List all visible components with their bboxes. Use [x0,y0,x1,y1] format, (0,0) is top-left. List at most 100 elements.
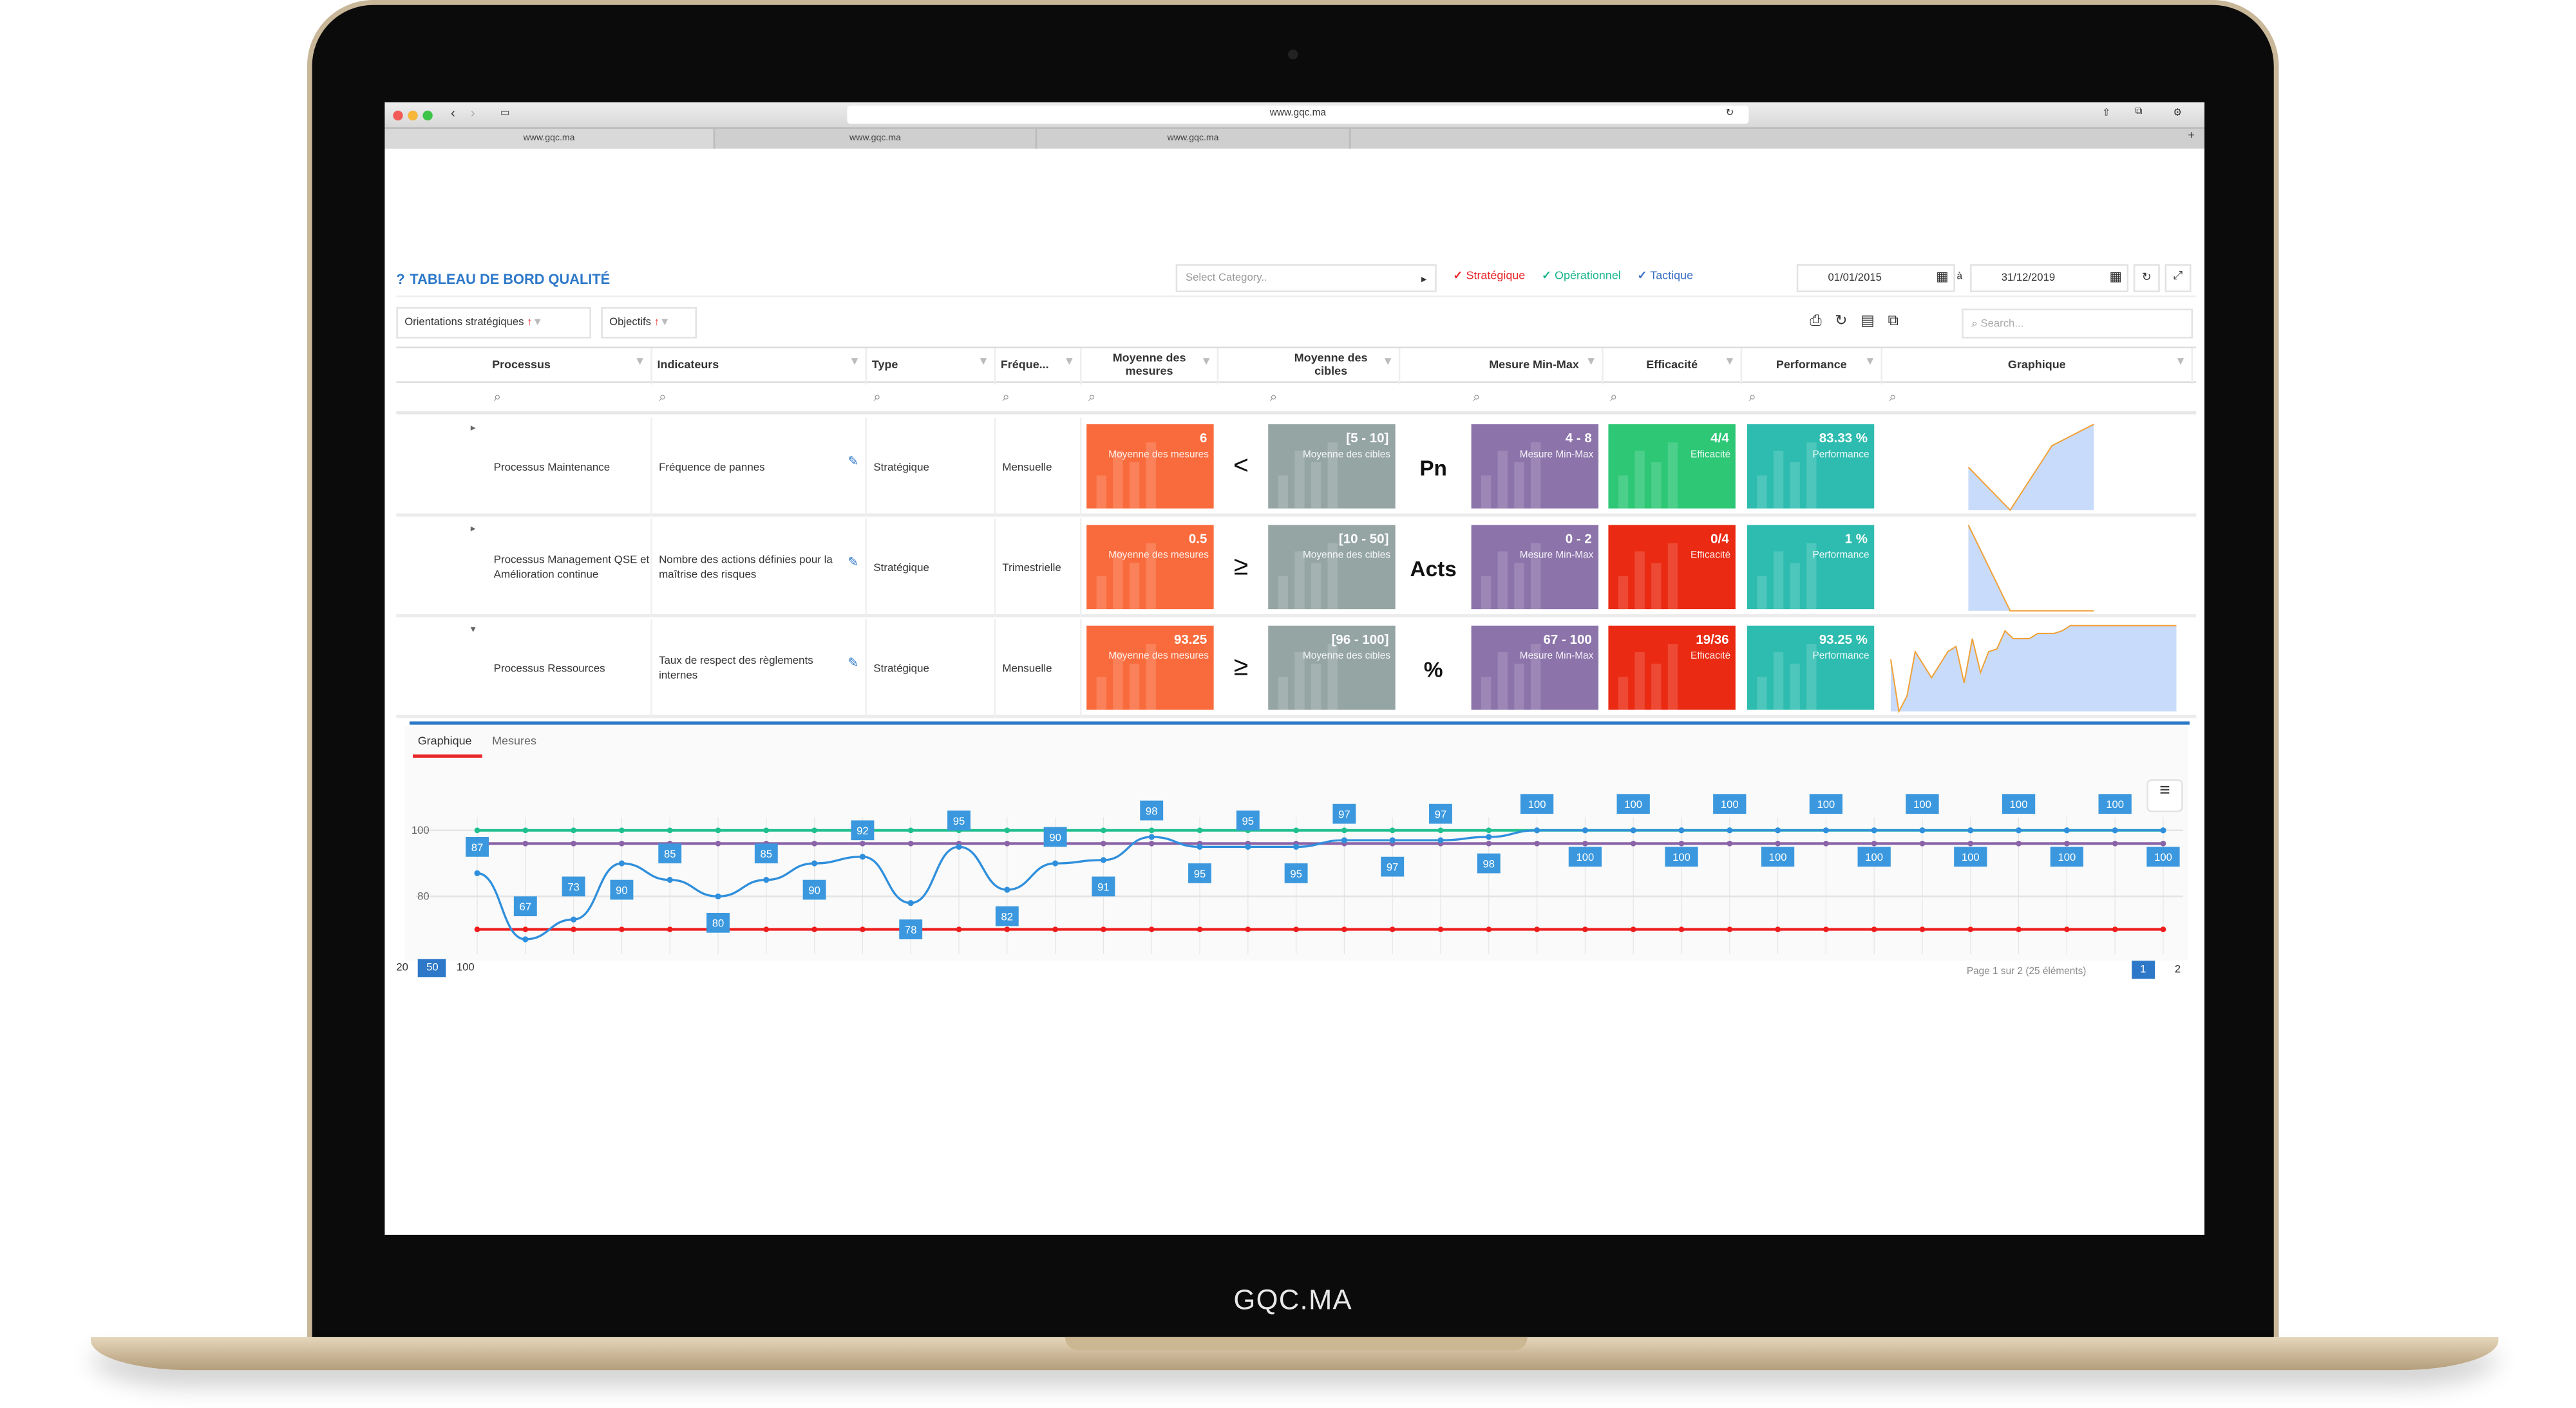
check-tactique[interactable]: ✓ Tactique [1637,269,1693,283]
tab-graphique[interactable]: Graphique [417,736,472,748]
sort-icon[interactable]: ↑ [527,317,533,329]
column-header[interactable]: Indicateurs ▼ [652,348,867,385]
performance-tile[interactable]: 93.25 % Performance [1747,625,1875,710]
min-max-tile[interactable]: 4 - 8 Mesure Min-Max [1471,424,1599,509]
filter-icon[interactable]: ▼ [634,356,646,368]
column-header[interactable]: Mesure Min-Max ▼ [1466,348,1604,385]
filter-icon[interactable]: ▼ [1585,356,1597,368]
chip-objectifs[interactable]: Objectifs ↑▼ [601,306,697,339]
address-bar[interactable]: www.gqc.ma [847,106,1749,124]
edit-pencil-icon[interactable]: ✎ [848,655,859,671]
table-row[interactable]: ▸ Processus Management QSE et Améliorati… [396,518,2197,617]
moyenne-mesures-tile[interactable]: 6 Moyenne des mesures [1086,424,1214,509]
column-search-icon[interactable]: ⌕ [1269,390,1278,405]
page-size-option[interactable]: 100 [456,962,475,974]
column-search-icon[interactable]: ⌕ [1609,390,1618,405]
filter-icon[interactable]: ▼ [2175,356,2186,368]
new-tab-icon[interactable]: + [2188,130,2195,142]
filter-icon[interactable]: ▼ [1382,356,1394,368]
reload-icon[interactable]: ↻ [1835,312,1848,329]
column-header[interactable]: Graphique ▼ [1882,348,2193,385]
page-size-option-selected[interactable]: 50 [418,959,447,977]
settings-icon[interactable]: ⚙ [2173,109,2183,119]
sidebar-icon[interactable]: ▭ [500,109,510,119]
browser-tab[interactable]: www.gqc.ma [384,128,715,149]
reload-icon[interactable]: ↻ [1725,109,1734,119]
column-header[interactable]: Moyenne des mesures ▼ [1081,348,1219,385]
filter-icon[interactable]: ▼ [532,317,543,329]
page-1-button[interactable]: 1 [2132,961,2155,979]
tab-mesures[interactable]: Mesures [492,736,536,748]
filter-icon[interactable]: ▼ [978,356,989,368]
filter-icon[interactable]: ▼ [1063,356,1075,368]
filter-icon[interactable]: ▼ [659,317,670,329]
column-search-icon[interactable]: ⌕ [1473,390,1481,405]
moyenne-mesures-tile[interactable]: 0.5 Moyenne des mesures [1086,525,1214,610]
column-search-icon[interactable]: ⌕ [1088,390,1096,405]
forward-icon[interactable]: › [470,106,475,121]
column-search-icon[interactable]: ⌕ [873,390,881,405]
edit-pencil-icon[interactable]: ✎ [848,454,859,469]
filter-icon[interactable]: ▼ [849,356,860,368]
close-window-button[interactable] [393,110,403,121]
help-icon[interactable]: ? [396,270,405,288]
refresh-button[interactable]: ↻ [2133,264,2160,292]
back-icon[interactable]: ‹ [450,106,455,121]
browser-tab[interactable]: www.gqc.ma [1037,128,1351,149]
row-expander-icon[interactable]: ▾ [470,625,476,636]
column-header[interactable]: Processus ▼ [487,348,652,385]
page-2-button[interactable]: 2 [2174,964,2181,976]
column-header[interactable]: Performance ▼ [1742,348,1883,385]
efficacite-tile[interactable]: 0/4 Efficacité [1608,525,1736,610]
table-row[interactable]: ▸ Processus Maintenance Fréquence de pan… [396,417,2197,517]
filter-icon[interactable]: ▼ [1724,356,1736,368]
column-search-icon[interactable]: ⌕ [1748,390,1756,405]
filter-icon[interactable]: ▼ [1864,356,1876,368]
print-icon[interactable]: ⎙ [1810,312,1822,329]
date-to-input[interactable]: 31/12/2019 ▦ [1969,264,2129,292]
check-strategique[interactable]: ✓ Stratégique [1453,269,1525,283]
page-size-option[interactable]: 20 [396,962,408,974]
date-from-input[interactable]: 01/01/2015 ▦ [1796,264,1955,292]
efficacite-tile[interactable]: 19/36 Efficacité [1608,625,1736,710]
sort-icon[interactable]: ↑ [654,317,659,329]
expand-icon[interactable]: ⤢ [2164,264,2192,292]
row-expander-icon[interactable]: ▸ [470,424,476,435]
category-select[interactable]: Select Category.. ▸ [1175,264,1437,292]
column-search-icon[interactable]: ⌕ [1002,390,1010,405]
table-row[interactable]: ▾ Processus Ressources Taux de respect d… [396,619,2197,718]
chart-menu-icon[interactable]: ≡ [2146,779,2183,812]
moyenne-mesures-tile[interactable]: 93.25 Moyenne des mesures [1086,625,1214,710]
min-max-tile[interactable]: 67 - 100 Mesure Min-Max [1471,625,1599,710]
column-header[interactable]: Fréque... ▼ [996,348,1082,385]
browser-tab[interactable]: www.gqc.ma [715,128,1037,149]
efficacite-tile[interactable]: 4/4 Efficacité [1608,424,1736,509]
column-header[interactable]: Moyenne des cibles ▼ [1264,348,1401,385]
minimize-window-button[interactable] [408,110,418,121]
row-expander-icon[interactable]: ▸ [470,525,476,535]
filter-icon[interactable]: ▼ [1200,356,1213,368]
calendar-icon[interactable]: ▦ [2109,268,2122,285]
moyenne-cibles-tile[interactable]: [10 - 50] Moyenne des cibles [1268,525,1396,610]
chip-orientations[interactable]: Orientations stratégiques ↑▼ [396,306,591,339]
performance-tile[interactable]: 1 % Performance [1747,525,1875,610]
min-max-tile[interactable]: 0 - 2 Mesure Min-Max [1471,525,1599,610]
performance-tile[interactable]: 83.33 % Performance [1747,424,1875,509]
search-input[interactable]: ⌕ Search... [1962,308,2193,339]
moyenne-cibles-tile[interactable]: [96 - 100] Moyenne des cibles [1268,625,1396,710]
column-search-icon[interactable]: ⌕ [659,390,667,405]
column-search-icon[interactable]: ⌕ [1889,390,1897,405]
check-operationnel[interactable]: ✓ Opérationnel [1542,269,1621,283]
column-header[interactable]: Efficacité ▼ [1604,348,1743,385]
share-icon[interactable]: ⇧ [2102,109,2110,119]
columns-icon[interactable]: ⧉ [1888,312,1899,329]
tabs-icon[interactable]: ⧉ [2135,107,2143,118]
column-search-icon[interactable]: ⌕ [493,390,502,405]
maximize-window-button[interactable] [422,110,433,121]
column-header[interactable]: Type ▼ [867,348,996,385]
export-icon[interactable]: ▤ [1861,312,1875,329]
edit-pencil-icon[interactable]: ✎ [848,554,859,570]
calendar-icon[interactable]: ▦ [1936,268,1949,285]
moyenne-cibles-tile[interactable]: [5 - 10] Moyenne des cibles [1268,424,1396,509]
min-max-value: 0 - 2 [1565,531,1592,547]
